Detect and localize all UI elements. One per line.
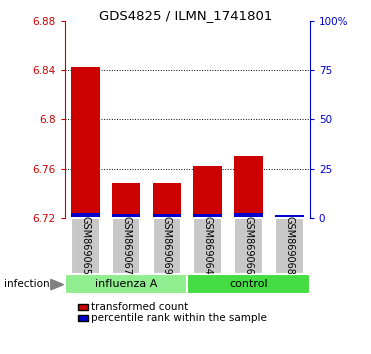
Polygon shape: [51, 279, 63, 290]
Bar: [193, 218, 222, 274]
Bar: [71, 213, 99, 218]
Bar: [152, 214, 181, 218]
Text: control: control: [229, 279, 268, 289]
Bar: [187, 274, 310, 294]
Bar: [152, 183, 181, 218]
Bar: [193, 166, 222, 218]
Text: infection: infection: [4, 279, 49, 289]
Text: GSM869065: GSM869065: [81, 216, 90, 275]
Bar: [152, 218, 181, 274]
Text: influenza A: influenza A: [95, 279, 157, 289]
Text: GSM869064: GSM869064: [203, 216, 213, 275]
Bar: [234, 213, 263, 218]
Text: percentile rank within the sample: percentile rank within the sample: [91, 313, 267, 323]
Text: transformed count: transformed count: [91, 302, 188, 312]
Bar: [71, 218, 99, 274]
Bar: [234, 156, 263, 218]
Bar: [65, 274, 187, 294]
Bar: [275, 218, 303, 274]
Text: GSM869068: GSM869068: [285, 216, 294, 275]
Bar: [112, 218, 140, 274]
Bar: [275, 215, 303, 218]
Bar: [193, 214, 222, 218]
Text: GSM869069: GSM869069: [162, 216, 172, 275]
Text: GSM869066: GSM869066: [244, 216, 253, 275]
Bar: [234, 218, 263, 274]
Text: GSM869067: GSM869067: [121, 216, 131, 275]
Text: GDS4825 / ILMN_1741801: GDS4825 / ILMN_1741801: [99, 9, 272, 22]
Bar: [112, 183, 140, 218]
Bar: [71, 67, 99, 218]
Bar: [112, 214, 140, 218]
